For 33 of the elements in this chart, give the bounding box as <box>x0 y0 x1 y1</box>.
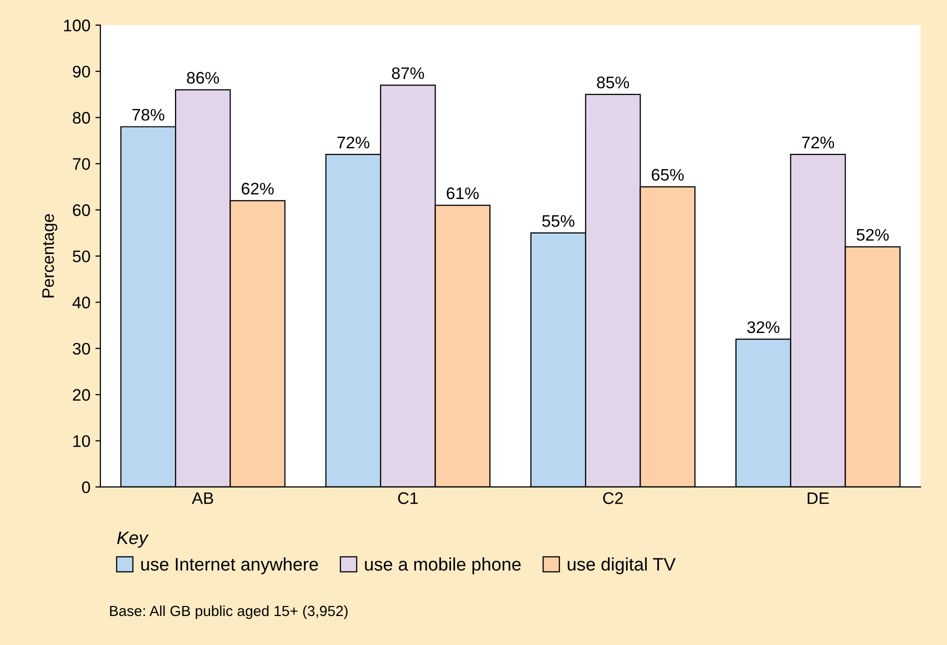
data-label: 78% <box>132 108 164 121</box>
data-label: 55% <box>542 215 574 227</box>
y-tick-label: 60 <box>72 204 90 216</box>
data-label: 62% <box>242 182 274 195</box>
x-tick-label: AB <box>192 492 214 504</box>
data-label: 52% <box>856 228 889 241</box>
data-label: 86% <box>186 72 219 84</box>
y-tick-label: 20 <box>72 389 90 401</box>
text: Base: All GB public aged 15+ (3,952) <box>110 605 348 619</box>
y-axis-title: Percentage <box>42 214 58 298</box>
legend-title: Key <box>117 532 149 548</box>
data-label: 61% <box>446 187 479 200</box>
y-tick-label: 50 <box>72 250 90 262</box>
data-label: 72% <box>802 136 834 148</box>
y-tick-label: 40 <box>72 296 90 308</box>
data-label: 87% <box>392 67 424 80</box>
x-tick-label: C2 <box>603 492 623 504</box>
legend-label: use Internet anywhere <box>141 557 318 574</box>
data-label: 85% <box>596 76 630 88</box>
data-label: 65% <box>652 168 684 181</box>
y-tick-label: 90 <box>72 66 90 78</box>
y-tick-label: 0 <box>82 481 90 494</box>
x-tick-label: C1 <box>398 492 418 504</box>
y-tick-label: 80 <box>72 112 90 124</box>
legend-label: use a mobile phone <box>365 557 521 574</box>
legend-label: use digital TV <box>568 557 676 574</box>
y-tick-label: 30 <box>72 342 90 355</box>
y-tick-label: 70 <box>72 158 90 170</box>
data-label: 32% <box>747 321 780 334</box>
data-label: 72% <box>337 136 370 148</box>
y-tick-label: 100 <box>64 20 90 32</box>
x-tick-label: DE <box>808 492 829 504</box>
y-tick-label: 10 <box>73 435 90 447</box>
